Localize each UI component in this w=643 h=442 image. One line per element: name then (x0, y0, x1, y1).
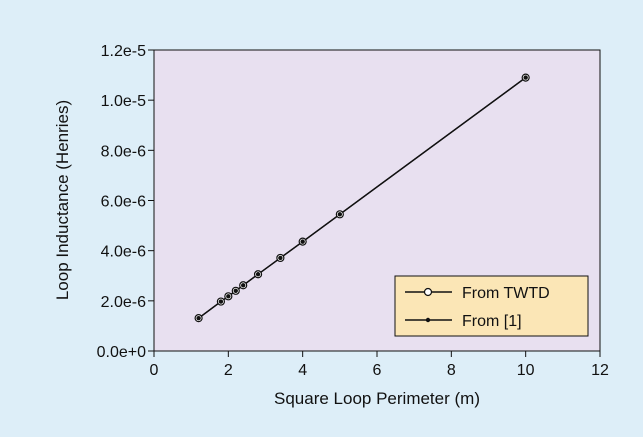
data-point-ref1 (278, 255, 283, 261)
legend-marker-twtd (423, 287, 433, 297)
data-point-ref1 (233, 288, 238, 293)
x-axis: 0 2 4 6 8 10 12 (150, 351, 609, 379)
y-tick-label: 6.0e-6 (101, 194, 146, 211)
data-point-ref1 (523, 75, 528, 80)
y-axis-label: Loop Inductance (Henries) (53, 100, 72, 300)
y-tick-label: 2.0e-6 (101, 294, 146, 311)
x-tick-label: 10 (517, 362, 535, 379)
y-tick-label: 1.0e-5 (101, 93, 146, 110)
legend-box (394, 275, 589, 337)
data-point-ref1 (300, 239, 305, 244)
y-tick-label: 8.0e-6 (101, 143, 146, 160)
y-tick-label: 1.2e-5 (101, 43, 146, 60)
y-tick-label: 4.0e-6 (101, 244, 146, 261)
data-point-ref1 (196, 315, 201, 321)
y-tick-label: 0.0e+0 (97, 344, 146, 361)
legend: From TWTD From [1] (394, 275, 589, 337)
x-tick-label: 12 (591, 362, 609, 379)
y-axis: 0.0e+0 2.0e-6 4.0e-6 6.0e-6 8.0e-6 1.0e-5 1.2e… (97, 43, 154, 361)
series-line (198, 77, 527, 319)
series-layer (194, 73, 530, 323)
data-point-ref1 (241, 283, 246, 288)
x-tick-label: 0 (150, 362, 159, 379)
data-point-ref1 (226, 294, 231, 299)
data-point-ref1 (255, 272, 261, 277)
data-point-ref1 (218, 299, 224, 304)
x-tick-label: 4 (298, 362, 307, 379)
legend-label-ref1: From [1] (462, 313, 522, 330)
data-point-ref1 (337, 212, 343, 217)
legend-marker-ref1 (425, 317, 431, 323)
x-axis-label: Square Loop Perimeter (m) (274, 389, 480, 408)
x-tick-label: 8 (447, 362, 456, 379)
x-tick-label: 2 (224, 362, 233, 379)
legend-label-twtd: From TWTD (462, 285, 550, 302)
x-tick-label: 6 (373, 362, 382, 379)
